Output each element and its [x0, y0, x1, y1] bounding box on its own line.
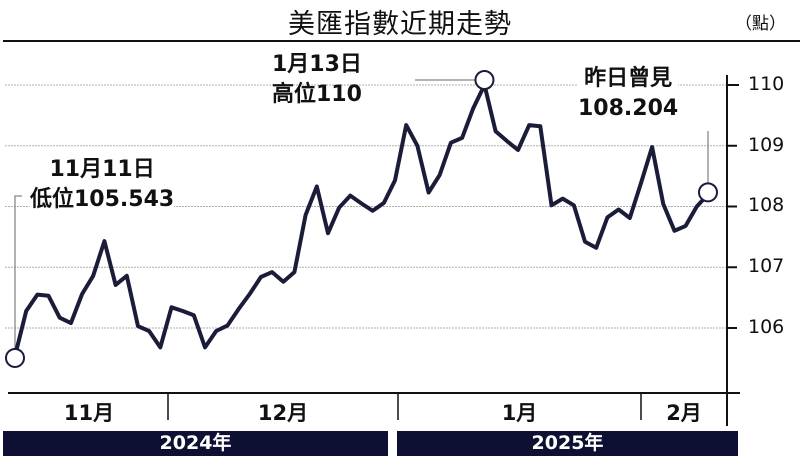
unit-label: （點） [735, 14, 786, 34]
series-line [13, 83, 710, 358]
y-tick-109: 109 [748, 134, 785, 156]
annotation-latest: 昨日曾見 108.204 [578, 64, 679, 124]
y-tick-107: 107 [748, 255, 785, 277]
annotation-latest-label: 昨日曾見 [578, 64, 679, 94]
year-bar-2024: 2024年 [3, 431, 388, 456]
month-label-nov: 11月 [63, 401, 115, 425]
month-label-jan: 1月 [501, 401, 538, 425]
y-tick-108: 108 [748, 194, 785, 216]
year-bar-2025: 2025年 [397, 431, 738, 456]
annotation-high-value: 高位110 [272, 82, 362, 107]
month-label-dec: 12月 [257, 401, 309, 425]
point-markers [5, 70, 718, 368]
y-tick-106: 106 [748, 316, 785, 338]
annotation-high: 1月13日 高位110 [272, 50, 362, 110]
y-tick-110: 110 [748, 73, 785, 95]
month-label-feb: 2月 [666, 401, 702, 425]
annotation-low: 11月11日 低位105.543 [30, 155, 175, 215]
chart-title: 美匯指數近期走勢 [288, 9, 512, 40]
annotation-low-date: 11月11日 [49, 157, 155, 182]
annotation-latest-value: 108.204 [578, 96, 679, 121]
title-divider [3, 40, 800, 42]
axes [8, 75, 740, 426]
annotation-high-date: 1月13日 [272, 52, 362, 77]
annotation-low-value: 低位105.543 [30, 185, 175, 215]
